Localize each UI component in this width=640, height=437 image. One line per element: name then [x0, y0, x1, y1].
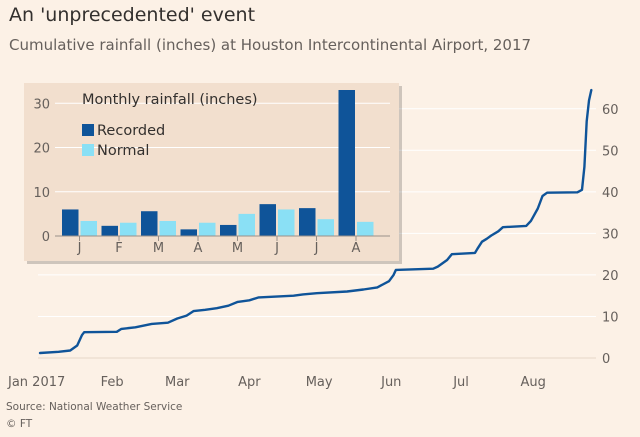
chart-subtitle: Cumulative rainfall (inches) at Houston …: [9, 36, 532, 54]
x-tick-label: Jan 2017: [7, 375, 65, 390]
inset-x-tick-label: A: [194, 241, 203, 256]
bar-recorded: [101, 225, 118, 236]
inset-y-tick-label: 0: [42, 230, 50, 245]
inset-y-tick-label: 20: [33, 142, 50, 157]
legend-normal-swatch: [82, 144, 94, 156]
bar-recorded: [299, 208, 316, 236]
inset-x-tick-label: F: [115, 241, 122, 256]
x-tick-label: Aug: [520, 375, 545, 390]
inset-x-tick-label: J: [77, 241, 82, 256]
bar-normal: [357, 221, 374, 236]
bar-recorded: [62, 209, 79, 236]
bar-normal: [278, 209, 295, 236]
bar-normal: [317, 219, 334, 236]
bar-normal: [238, 213, 255, 236]
inset-x-tick-label: M: [232, 241, 243, 256]
inset-y-tick-label: 10: [33, 186, 50, 201]
inset-x-tick-label: A: [352, 241, 361, 256]
ft-credit: © FT: [6, 418, 33, 430]
bar-recorded: [220, 224, 237, 236]
inset-x-tick-label: J: [274, 241, 279, 256]
y-tick-label: 10: [602, 310, 619, 325]
bar-normal: [80, 220, 97, 236]
x-tick-label: Jun: [380, 375, 401, 390]
inset-x-tick-label: J: [314, 241, 319, 256]
x-tick-label: Apr: [238, 375, 261, 390]
x-tick-label: Feb: [101, 375, 124, 390]
bar-recorded: [141, 211, 158, 236]
bar-recorded: [338, 90, 355, 236]
source-note: Source: National Weather Service: [6, 401, 183, 413]
x-tick-label: May: [306, 375, 333, 390]
chart-title: An 'unprecedented' event: [9, 4, 256, 26]
cumulative-rainfall-line: [38, 88, 593, 355]
bar-normal: [120, 222, 137, 236]
legend-normal-label: Normal: [97, 143, 149, 159]
y-tick-label: 50: [602, 144, 619, 159]
inset-x-tick-label: M: [153, 241, 164, 256]
y-tick-label: 60: [602, 103, 619, 118]
x-tick-label: Jul: [452, 375, 469, 390]
inset-y-tick-label: 30: [33, 97, 50, 112]
bar-normal: [199, 222, 216, 236]
y-tick-label: 0: [602, 352, 610, 367]
y-tick-label: 20: [602, 269, 619, 284]
legend-recorded-swatch: [82, 124, 94, 136]
x-tick-label: Mar: [165, 375, 190, 390]
legend-recorded-label: Recorded: [97, 123, 165, 139]
bar-normal: [159, 220, 176, 236]
bar-recorded: [259, 204, 276, 236]
y-tick-label: 30: [602, 227, 619, 242]
y-tick-label: 40: [602, 186, 619, 201]
bar-recorded: [180, 229, 197, 236]
inset-title: Monthly rainfall (inches): [82, 92, 258, 108]
